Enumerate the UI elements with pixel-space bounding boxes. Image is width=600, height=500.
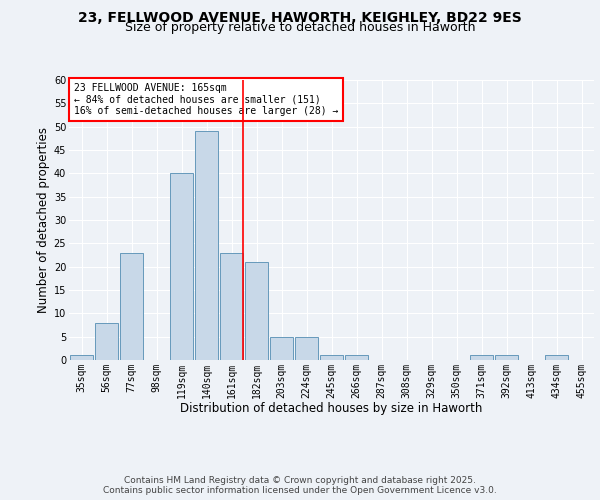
Bar (295, 336, 318, 360)
Y-axis label: Number of detached properties: Number of detached properties (37, 127, 50, 313)
Bar (470, 356, 493, 360)
Bar (270, 336, 293, 360)
Bar (345, 356, 368, 360)
Bar (320, 356, 343, 360)
Bar (170, 174, 193, 360)
Text: 23, FELLWOOD AVENUE, HAWORTH, KEIGHLEY, BD22 9ES: 23, FELLWOOD AVENUE, HAWORTH, KEIGHLEY, … (78, 10, 522, 24)
Text: 23 FELLWOOD AVENUE: 165sqm
← 84% of detached houses are smaller (151)
16% of sem: 23 FELLWOOD AVENUE: 165sqm ← 84% of deta… (74, 83, 338, 116)
Bar (545, 356, 568, 360)
X-axis label: Distribution of detached houses by size in Haworth: Distribution of detached houses by size … (181, 402, 482, 415)
Bar (245, 262, 268, 360)
Bar (70, 356, 93, 360)
Bar (495, 356, 518, 360)
Bar (120, 252, 143, 360)
Text: Contains HM Land Registry data © Crown copyright and database right 2025.
Contai: Contains HM Land Registry data © Crown c… (103, 476, 497, 495)
Text: Size of property relative to detached houses in Haworth: Size of property relative to detached ho… (125, 21, 475, 34)
Bar (195, 132, 218, 360)
Bar (220, 252, 243, 360)
Bar (95, 322, 118, 360)
